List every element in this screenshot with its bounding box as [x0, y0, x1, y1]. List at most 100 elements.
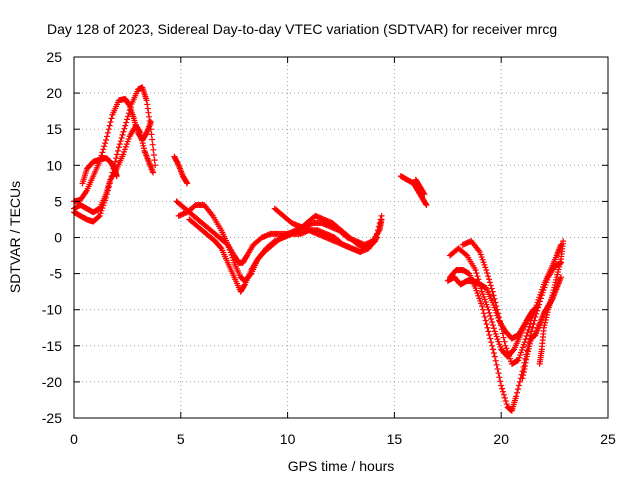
data-point-marker — [372, 238, 379, 245]
series-arc-e — [171, 153, 191, 187]
data-point-marker — [489, 319, 496, 326]
x-tick-label: 0 — [70, 431, 78, 447]
data-point-marker — [485, 276, 492, 283]
x-axis-label: GPS time / hours — [288, 458, 395, 474]
data-point-marker — [514, 389, 521, 396]
y-tick-label: -25 — [42, 410, 62, 426]
data-point-marker — [149, 141, 156, 148]
data-point-marker — [533, 304, 540, 311]
data-point-marker — [490, 292, 497, 299]
data-point-marker — [113, 155, 120, 162]
x-tick-label: 25 — [600, 431, 616, 447]
data-point-marker — [108, 115, 115, 122]
data-point-marker — [489, 342, 496, 349]
data-point-marker — [525, 326, 532, 333]
y-tick-label: 20 — [46, 85, 62, 101]
series-arc-h — [186, 212, 385, 295]
series-arc-o — [444, 274, 541, 342]
data-point-marker — [522, 359, 529, 366]
data-point-marker — [484, 270, 491, 277]
data-point-marker — [529, 324, 536, 331]
data-point-marker — [497, 378, 504, 385]
data-point-marker — [510, 347, 517, 354]
data-point-marker — [537, 295, 544, 302]
data-point-marker — [374, 230, 381, 237]
data-point-marker — [150, 146, 157, 153]
data-point-marker — [143, 97, 150, 104]
data-point-marker — [147, 122, 154, 129]
data-point-marker — [117, 138, 124, 145]
data-point-marker — [146, 117, 153, 124]
data-point-marker — [520, 369, 527, 376]
x-tick-label: 5 — [177, 431, 185, 447]
data-point-marker — [486, 331, 493, 338]
series-arc-i — [271, 205, 372, 255]
data-point-marker — [104, 129, 111, 136]
data-point-marker — [421, 191, 428, 198]
data-point-marker — [105, 126, 112, 133]
data-point-marker — [373, 234, 380, 241]
data-point-marker — [493, 361, 500, 368]
data-point-marker — [485, 328, 492, 335]
data-point-marker — [462, 251, 469, 258]
data-point-marker — [127, 104, 134, 111]
x-tick-label: 10 — [280, 431, 296, 447]
data-point-marker — [119, 131, 126, 138]
x-tick-label: 15 — [387, 431, 403, 447]
data-point-marker — [148, 131, 155, 138]
data-point-marker — [482, 317, 489, 324]
y-tick-label: 15 — [46, 121, 62, 137]
data-point-marker — [491, 353, 498, 360]
data-point-marker — [520, 372, 527, 379]
data-point-marker — [494, 366, 501, 373]
chart-title: Day 128 of 2023, Sidereal Day-to-day VTE… — [47, 21, 557, 37]
data-point-marker — [487, 282, 494, 289]
series-arc-d — [79, 155, 120, 187]
data-point-marker — [523, 356, 530, 363]
data-point-marker — [501, 394, 508, 401]
data-point-marker — [136, 128, 143, 135]
data-point-marker — [376, 220, 383, 227]
data-point-marker — [175, 161, 182, 168]
data-point-marker — [480, 310, 487, 317]
data-point-marker — [124, 116, 131, 123]
data-point-marker — [114, 151, 121, 158]
ticks-layer: 0 5 10 15 20 25 -25 -20 -15 -10 -5 0 5 10 15 20 25 — [42, 49, 616, 447]
data-point-marker — [103, 137, 110, 144]
data-point-marker — [481, 313, 488, 320]
data-point-marker — [479, 306, 486, 313]
data-point-marker — [118, 134, 125, 141]
data-point-marker — [217, 244, 224, 251]
data-point-marker — [524, 329, 531, 336]
y-tick-label: -20 — [42, 374, 62, 390]
data-point-marker — [523, 333, 530, 340]
data-point-marker — [103, 133, 110, 140]
data-point-marker — [514, 386, 521, 393]
data-point-marker — [106, 122, 113, 129]
data-point-marker — [241, 282, 248, 289]
data-point-marker — [147, 118, 154, 125]
data-point-marker — [126, 107, 133, 114]
data-point-marker — [485, 306, 492, 313]
data-point-marker — [484, 324, 491, 331]
data-point-marker — [487, 335, 494, 342]
data-point-marker — [472, 266, 479, 273]
data-point-marker — [183, 179, 190, 186]
data-point-marker — [499, 385, 506, 392]
data-point-marker — [516, 378, 523, 385]
data-point-marker — [122, 122, 129, 129]
data-point-marker — [474, 273, 481, 280]
data-point-marker — [95, 213, 102, 220]
y-tick-label: 10 — [46, 157, 62, 173]
data-point-marker — [374, 227, 381, 234]
y-tick-label: 0 — [54, 230, 62, 246]
data-point-marker — [521, 366, 528, 373]
data-point-marker — [473, 270, 480, 277]
data-point-marker — [536, 298, 543, 305]
data-point-marker — [500, 334, 507, 341]
data-point-marker — [498, 382, 505, 389]
data-point-marker — [121, 125, 128, 132]
data-point-marker — [152, 162, 159, 169]
data-point-marker — [490, 350, 497, 357]
y-tick-label: -10 — [42, 302, 62, 318]
